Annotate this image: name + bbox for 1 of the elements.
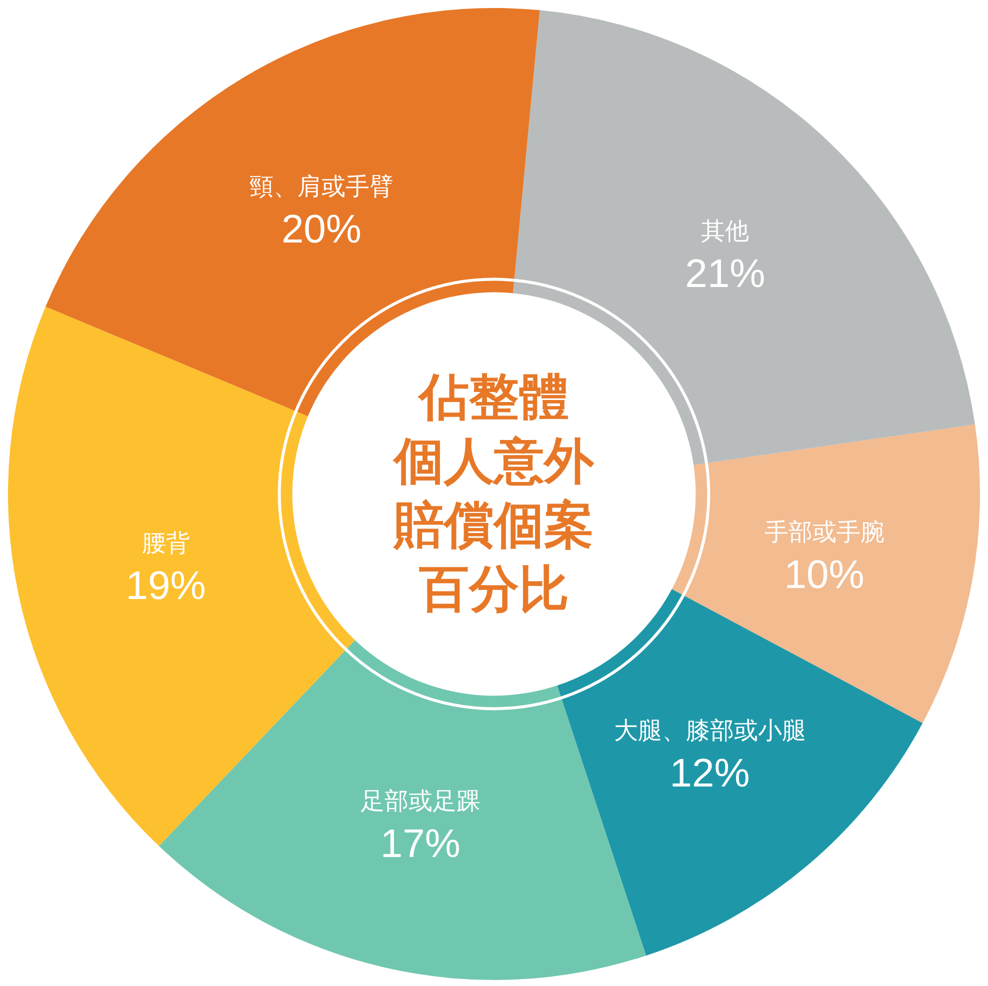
title: 佔整體個人意外賠償個案百分比 bbox=[394, 368, 594, 618]
